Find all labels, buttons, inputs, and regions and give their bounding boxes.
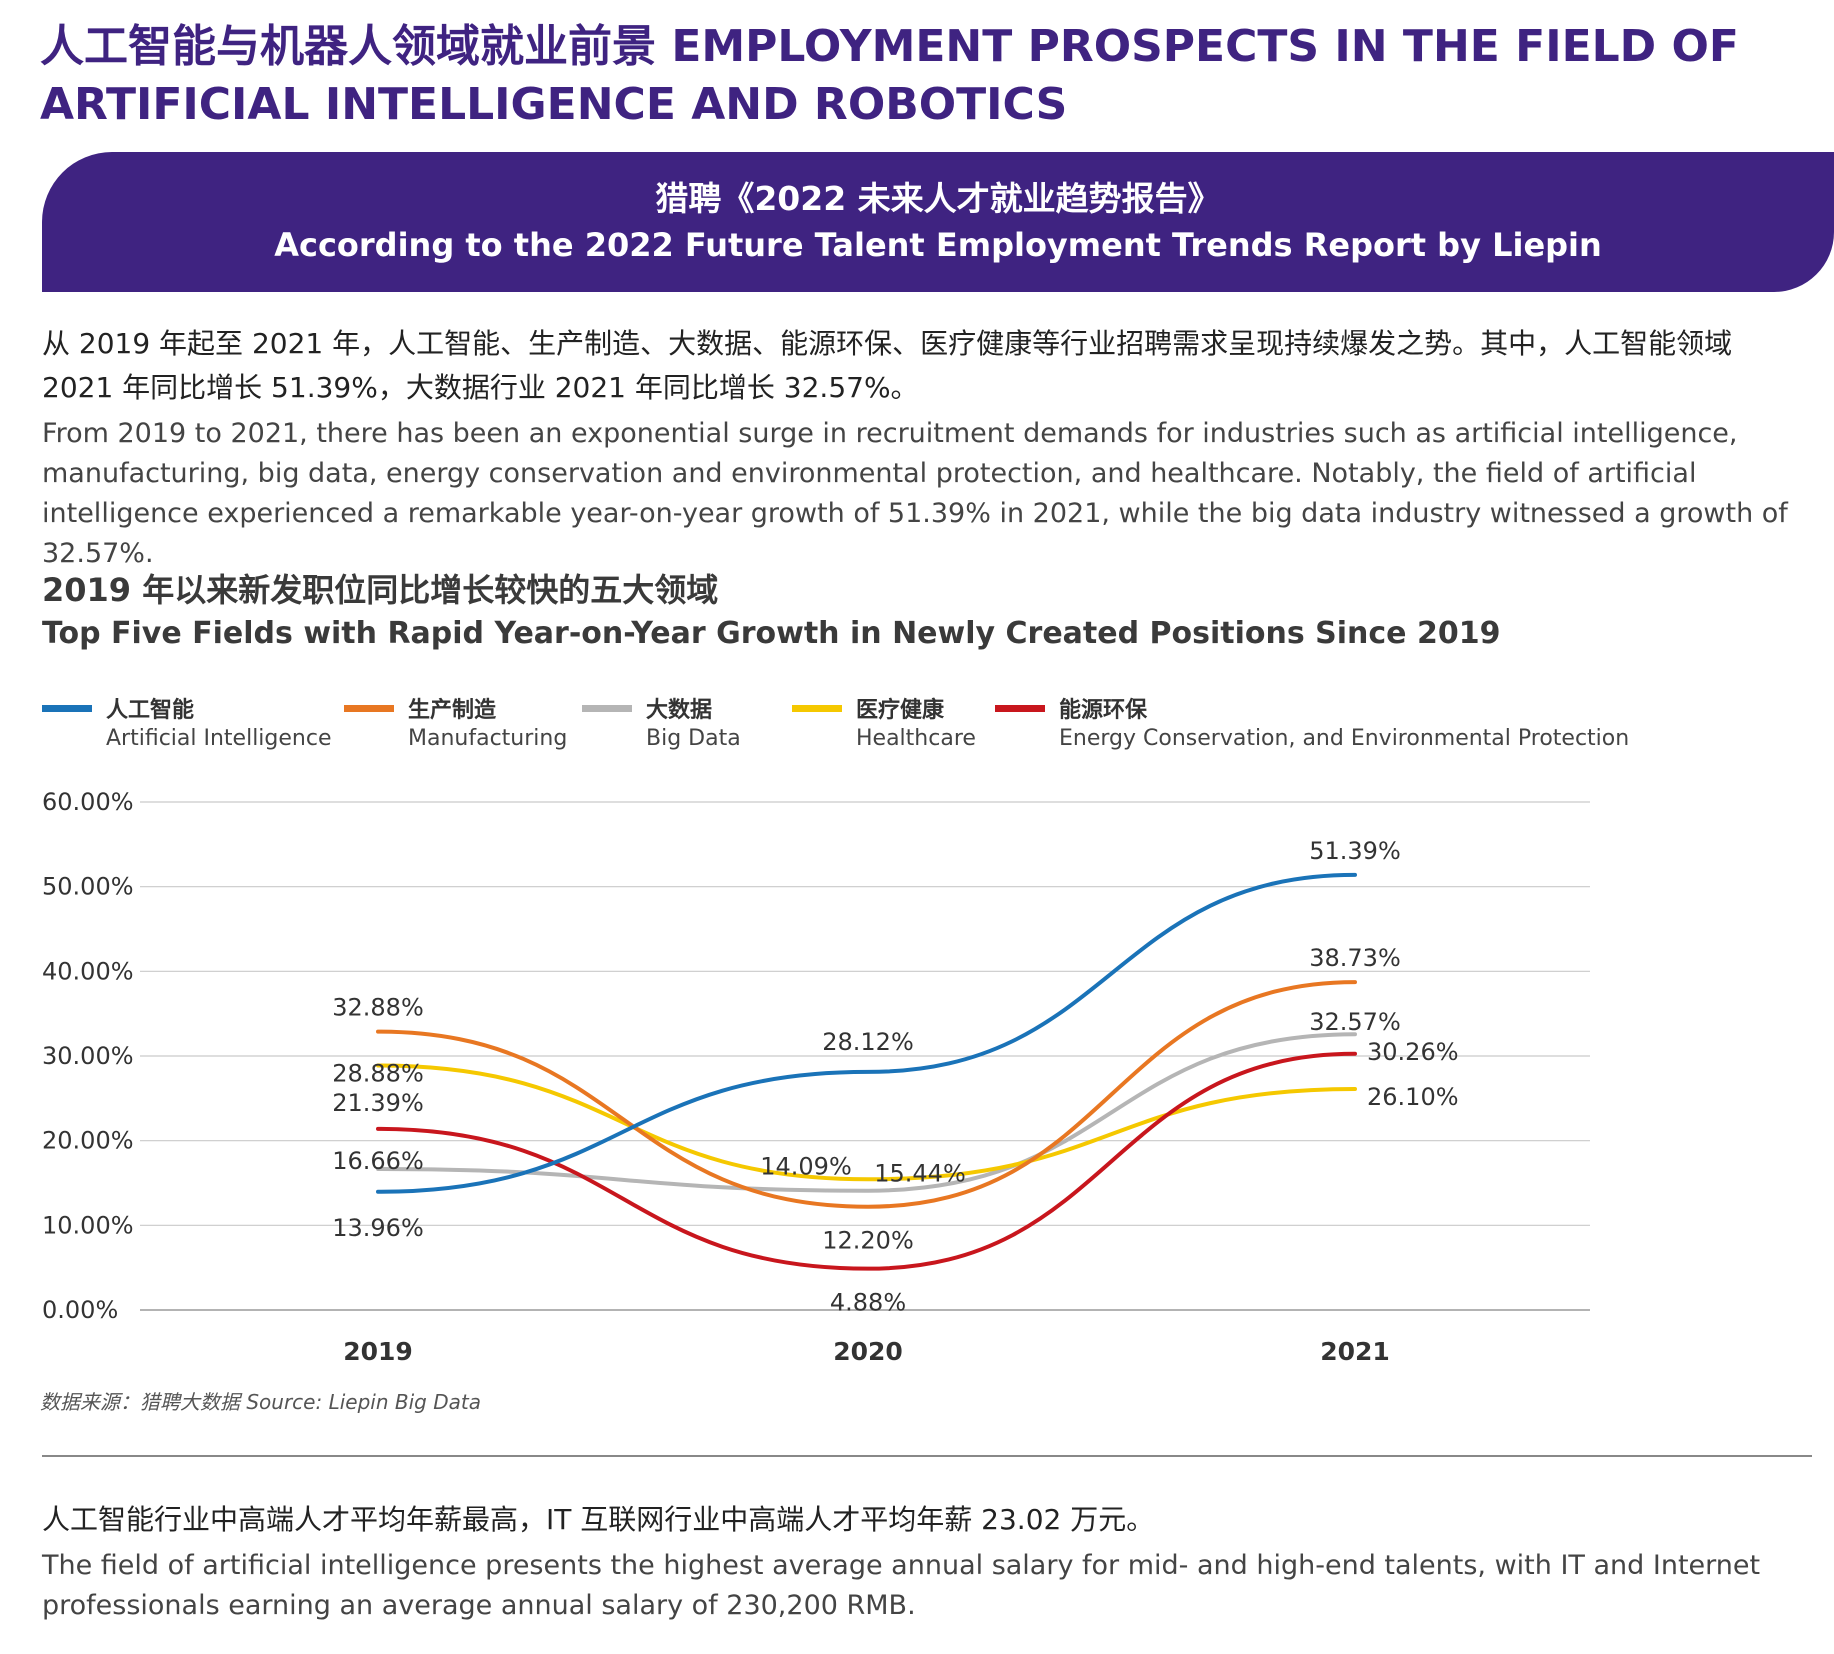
x-tick-label: 2019: [343, 1337, 413, 1366]
data-label: 26.10%: [1367, 1083, 1459, 1111]
series-line: [376, 1032, 1357, 1193]
chart-data-labels: 13.96% 28.12% 51.39% 32.88% 12.20% 38.73% 16.6…: [332, 837, 1458, 1317]
legend-label-zh: 能源环保: [1059, 698, 1148, 723]
data-label: 51.39%: [1309, 837, 1401, 865]
data-label: 14.09%: [760, 1153, 852, 1181]
data-source-note: 数据来源：猎聘大数据 Source: Liepin Big Data: [40, 1390, 481, 1414]
legend-swatch: [582, 705, 632, 712]
data-label: 21.39%: [332, 1089, 424, 1117]
salary-text-zh: 人工智能行业中高端人才平均年薪最高，IT 互联网行业中高端人才平均年薪 23.0…: [42, 1503, 1155, 1536]
legend-swatch: [42, 705, 92, 712]
data-label: 32.57%: [1309, 1008, 1401, 1036]
intro-text-en: From 2019 to 2021, there has been an exp…: [42, 418, 1788, 569]
y-tick-label: 40.00%: [42, 957, 134, 985]
y-tick-label: 10.00%: [42, 1211, 134, 1239]
x-tick-label: 2021: [1320, 1337, 1390, 1366]
legend-label-en: Energy Conservation, and Environmental P…: [1059, 726, 1630, 751]
legend-label-en: Healthcare: [856, 726, 976, 751]
legend-swatch: [995, 705, 1045, 712]
legend-swatch: [792, 705, 842, 712]
intro-section: 从 2019 年起至 2021 年，人工智能、生产制造、大数据、能源环保、医疗健…: [42, 322, 1802, 574]
salary-text-en: The field of artificial intelligence pre…: [42, 1550, 1761, 1621]
line-chart: 13.96% 28.12% 51.39% 32.88% 12.20% 38.73% 16.6…: [42, 788, 1590, 1366]
y-tick-label: 0.00%: [42, 1296, 118, 1324]
legend-label-zh: 人工智能: [106, 698, 195, 723]
data-label: 15.44%: [874, 1159, 966, 1187]
legend-label-zh: 医疗健康: [856, 698, 945, 723]
chart-title-zh: 2019 年以来新发职位同比增长较快的五大领域: [42, 571, 719, 609]
y-tick-label: 20.00%: [42, 1127, 134, 1155]
legend-swatch: [344, 705, 394, 712]
section-divider: [42, 1455, 1812, 1457]
data-label: 13.96%: [332, 1214, 424, 1242]
salary-section: 人工智能行业中高端人才平均年薪最高，IT 互联网行业中高端人才平均年薪 23.0…: [42, 1498, 1802, 1626]
data-label: 30.26%: [1367, 1038, 1459, 1066]
x-tick-label: 2020: [833, 1337, 903, 1366]
data-label: 28.88%: [332, 1059, 424, 1087]
data-label: 32.88%: [332, 994, 424, 1022]
series-line: [376, 1063, 1357, 1182]
data-label: 28.12%: [822, 1028, 914, 1056]
series-line: [376, 872, 1357, 1194]
chart-legend: 人工智能 Artificial Intelligence 生产制造 Manufa…: [42, 692, 1802, 762]
chart-heading: 2019 年以来新发职位同比增长较快的五大领域 Top Five Fields …: [42, 568, 1802, 656]
series-line: [376, 1051, 1357, 1271]
intro-text-zh: 从 2019 年起至 2021 年，人工智能、生产制造、大数据、能源环保、医疗健…: [42, 327, 1733, 404]
chart-grid: [140, 801, 1590, 1311]
data-label: 12.20%: [822, 1227, 914, 1255]
y-tick-label: 30.00%: [42, 1042, 134, 1070]
y-tick-label: 50.00%: [42, 873, 134, 901]
chart-axes: 0.00% 10.00% 20.00% 30.00% 40.00% 50.00% 60.00…: [42, 788, 1390, 1366]
y-tick-label: 60.00%: [42, 788, 134, 816]
legend-label-zh: 生产制造: [408, 698, 497, 723]
chart-title-en: Top Five Fields with Rapid Year-on-Year …: [42, 616, 1501, 651]
legend-label-en: Big Data: [646, 726, 741, 751]
series-line: [376, 980, 1357, 1209]
chart-lines: [376, 872, 1357, 1271]
data-label: 38.73%: [1309, 944, 1401, 972]
page-title: 人工智能与机器人领域就业前景 EMPLOYMENT PROSPECTS IN T…: [40, 21, 1739, 130]
banner-title-en: According to the 2022 Future Talent Empl…: [274, 226, 1602, 264]
banner-title-zh: 猎聘《2022 未来人才就业趋势报告》: [655, 179, 1221, 218]
data-label: 4.88%: [830, 1289, 906, 1317]
legend-label-en: Artificial Intelligence: [106, 726, 332, 751]
legend-label-en: Manufacturing: [408, 726, 568, 751]
report-banner: 猎聘《2022 未来人才就业趋势报告》 According to the 202…: [42, 152, 1834, 292]
data-label: 16.66%: [332, 1147, 424, 1175]
legend-label-zh: 大数据: [646, 698, 713, 723]
